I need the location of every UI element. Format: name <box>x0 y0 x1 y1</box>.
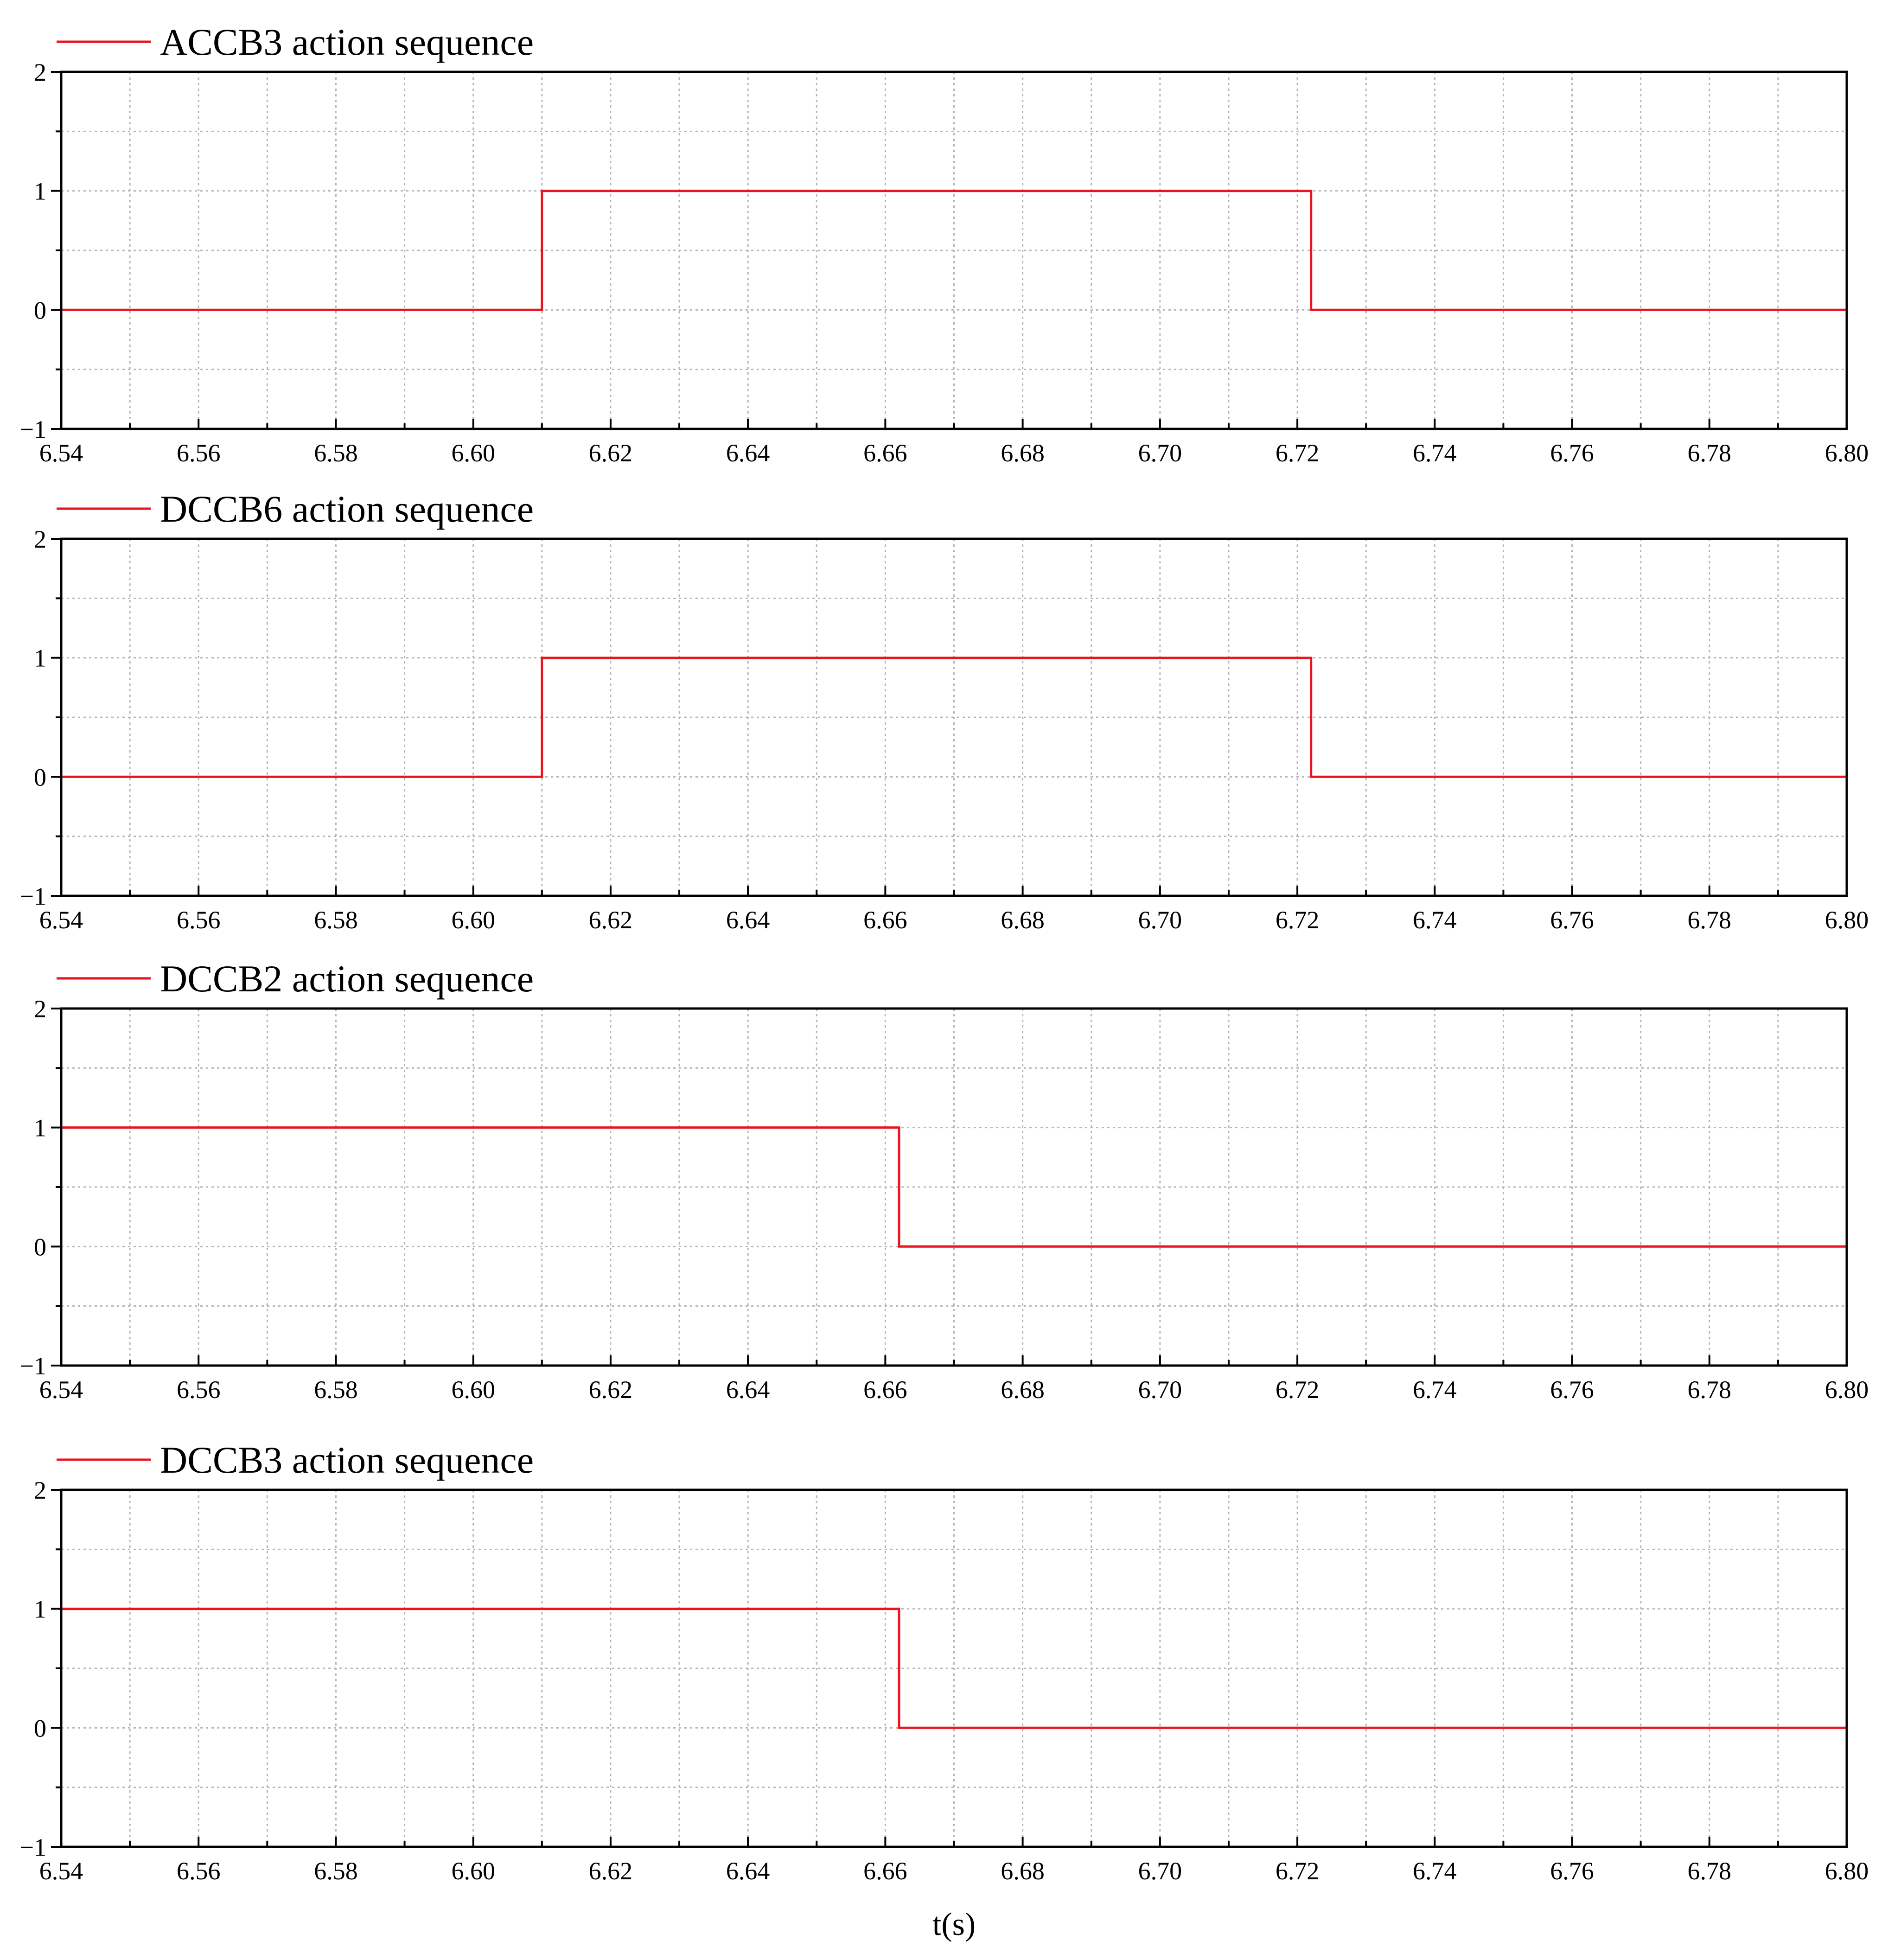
x-tick-label: 6.76 <box>1550 1857 1594 1885</box>
y-tick-label: −1 <box>20 882 46 910</box>
x-tick-label: 6.60 <box>451 1376 495 1404</box>
x-tick-label: 6.78 <box>1688 1376 1732 1404</box>
x-tick-label: 6.66 <box>863 1376 907 1404</box>
y-tick-label: 0 <box>34 1233 46 1261</box>
x-tick-label: 6.74 <box>1413 1857 1457 1885</box>
x-tick-label: 6.70 <box>1138 906 1182 934</box>
x-tick-label: 6.78 <box>1688 906 1732 934</box>
y-tick-label: 2 <box>34 1476 46 1504</box>
x-tick-label: 6.62 <box>589 439 633 467</box>
x-tick-label: 6.80 <box>1825 1376 1869 1404</box>
x-tick-label: 6.58 <box>314 906 358 934</box>
y-tick-label: 0 <box>34 763 46 791</box>
y-tick-label: 0 <box>34 296 46 324</box>
series-line-4 <box>61 1608 1847 1729</box>
x-tick-label: 6.56 <box>177 1376 221 1404</box>
x-tick-label: 6.76 <box>1550 1376 1594 1404</box>
x-tick-label: 6.60 <box>451 439 495 467</box>
series-line-1 <box>61 190 1847 311</box>
chart-panel-1: ACCB3 action sequence 6.54 6.56 6.58 6.60 6.6… <box>20 21 1869 467</box>
x-tick-label: 6.74 <box>1413 1376 1457 1404</box>
x-tick-label: 6.54 <box>39 1376 83 1404</box>
y-tick-label: −1 <box>20 1833 46 1861</box>
x-tick-label: 6.70 <box>1138 1376 1182 1404</box>
x-tick-label: 6.54 <box>39 906 83 934</box>
x-tick-label: 6.62 <box>589 1376 633 1404</box>
legend-label: DCCB6 action sequence <box>160 488 534 530</box>
x-tick-label: 6.76 <box>1550 439 1594 467</box>
x-tick-label: 6.60 <box>451 1857 495 1885</box>
x-tick-label: 6.72 <box>1276 439 1320 467</box>
x-tick-label: 6.72 <box>1276 1857 1320 1885</box>
y-tick-label: 2 <box>34 58 46 86</box>
x-tick-label: 6.66 <box>863 1857 907 1885</box>
x-tick-label: 6.56 <box>177 1857 221 1885</box>
x-tick-label: 6.58 <box>314 439 358 467</box>
x-tick-label: 6.74 <box>1413 906 1457 934</box>
x-tick-label: 6.76 <box>1550 906 1594 934</box>
y-tick-label: 0 <box>34 1714 46 1742</box>
x-tick-label: 6.80 <box>1825 1857 1869 1885</box>
y-tick-label: 2 <box>34 525 46 553</box>
y-tick-label: 1 <box>34 1114 46 1142</box>
x-tick-label: 6.58 <box>314 1857 358 1885</box>
y-tick-label: −1 <box>20 1352 46 1380</box>
x-tick-label: 6.74 <box>1413 439 1457 467</box>
x-tick-label: 6.56 <box>177 439 221 467</box>
x-tick-label: 6.58 <box>314 1376 358 1404</box>
x-tick-label: 6.54 <box>39 439 83 467</box>
y-tick-label: 1 <box>34 645 46 672</box>
chart-panel-3: DCCB2 action sequence 6.54 6.56 6.58 6.60 6.6… <box>20 958 1869 1404</box>
x-tick-label: 6.70 <box>1138 1857 1182 1885</box>
x-tick-label: 6.64 <box>726 1857 770 1885</box>
y-tick-label: 1 <box>34 178 46 205</box>
x-tick-label: 6.70 <box>1138 439 1182 467</box>
x-tick-label: 6.64 <box>726 1376 770 1404</box>
x-tick-label: 6.80 <box>1825 439 1869 467</box>
x-tick-label: 6.68 <box>1001 439 1045 467</box>
y-tick-label: −1 <box>20 415 46 443</box>
x-tick-label: 6.78 <box>1688 439 1732 467</box>
y-tick-label: 2 <box>34 995 46 1023</box>
x-tick-label: 6.72 <box>1276 1376 1320 1404</box>
x-tick-label: 6.64 <box>726 439 770 467</box>
x-tick-label: 6.62 <box>589 906 633 934</box>
x-tick-label: 6.62 <box>589 1857 633 1885</box>
x-tick-label: 6.56 <box>177 906 221 934</box>
legend-label: DCCB3 action sequence <box>160 1439 534 1481</box>
x-tick-label: 6.68 <box>1001 1857 1045 1885</box>
x-tick-label: 6.72 <box>1276 906 1320 934</box>
series-line-2 <box>61 657 1847 778</box>
y-tick-label: 1 <box>34 1596 46 1623</box>
x-tick-label: 6.64 <box>726 906 770 934</box>
x-tick-label: 6.68 <box>1001 906 1045 934</box>
x-axis-title: t(s) <box>932 1907 976 1942</box>
chart-panel-2: DCCB6 action sequence 6.54 6.56 6.58 6.60 6.6… <box>20 488 1869 934</box>
x-tick-label: 6.66 <box>863 906 907 934</box>
x-tick-label: 6.68 <box>1001 1376 1045 1404</box>
x-tick-label: 6.66 <box>863 439 907 467</box>
legend-label: DCCB2 action sequence <box>160 958 534 1000</box>
x-tick-label: 6.78 <box>1688 1857 1732 1885</box>
x-tick-label: 6.60 <box>451 906 495 934</box>
series-line-3 <box>61 1126 1847 1248</box>
legend-label: ACCB3 action sequence <box>160 21 534 63</box>
x-tick-label: 6.80 <box>1825 906 1869 934</box>
chart-panel-4: DCCB3 action sequence 6.54 6.56 6.58 6.60 6.6… <box>20 1439 1869 1942</box>
x-tick-label: 6.54 <box>39 1857 83 1885</box>
